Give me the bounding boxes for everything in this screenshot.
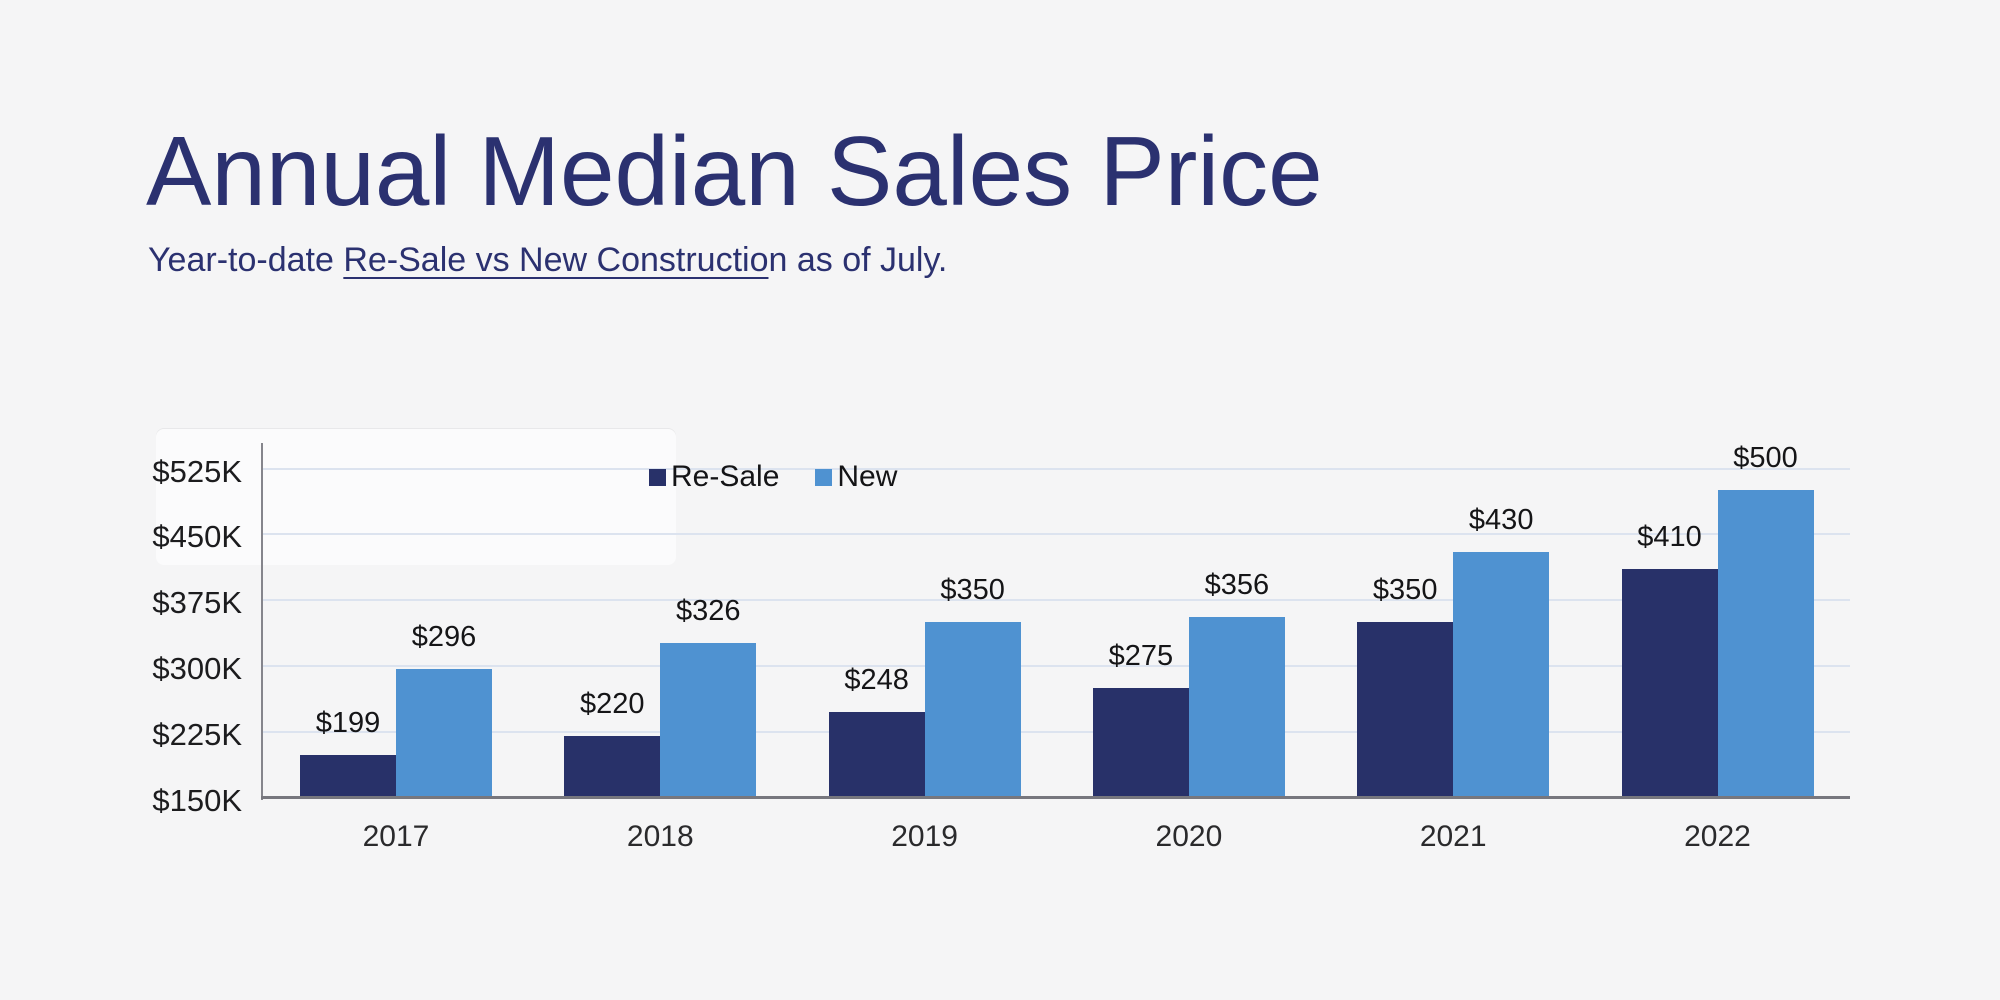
y-axis-tick-525k: $525K: [152, 453, 242, 489]
gridline-375k: [262, 599, 1850, 602]
bar-new-2020: [1188, 616, 1285, 798]
legend-item-re-sale: Re-Sale: [649, 460, 779, 494]
bar-resale-2018: [564, 736, 661, 798]
page-title: Annual Median Sales Price: [146, 116, 1323, 226]
page-subtitle: Year-to-date Re-Sale vs New Construction…: [148, 240, 947, 281]
y-axis-tick-375k: $375K: [152, 585, 242, 621]
x-axis-tick-2022: 2022: [1684, 820, 1751, 853]
bar-label-new-2022: $500: [1733, 442, 1798, 475]
bar-label-resale-2021: $350: [1372, 574, 1438, 607]
subtitle-prefix: Year-to-date: [148, 241, 344, 279]
x-axis-tick-2021: 2021: [1419, 820, 1487, 853]
bar-label-new-2017: $296: [411, 621, 477, 654]
chart-legend: Re-Sale New: [649, 460, 897, 494]
legend-swatch-re-sale: [649, 468, 666, 486]
bar-label-resale-2022: $410: [1637, 521, 1702, 554]
legend-label-re-sale: Re-Sale: [671, 460, 780, 493]
bar-new-2017: [396, 669, 492, 798]
x-axis-tick-2020: 2020: [1155, 820, 1223, 853]
x-axis-line: [261, 796, 1850, 799]
subtitle-suffix: n as of July.: [768, 241, 948, 279]
bar-label-resale-2020: $275: [1108, 639, 1174, 672]
bar-resale-2019: [828, 711, 925, 798]
legend-label-new: New: [837, 460, 898, 493]
bar-label-resale-2017: $199: [315, 706, 381, 739]
bar-label-resale-2019: $248: [844, 663, 909, 696]
gridline-225k: [262, 730, 1850, 733]
bar-label-new-2020: $356: [1204, 568, 1270, 601]
gridline-300k: [262, 664, 1850, 667]
y-axis-tick-300k: $300K: [152, 650, 242, 686]
bar-new-2022: [1717, 490, 1814, 798]
x-axis-tick-2019: 2019: [891, 820, 958, 853]
bar-resale-2017: [300, 754, 396, 798]
bar-resale-2022: [1621, 569, 1718, 798]
x-axis-tick-2018: 2018: [626, 820, 694, 853]
legend-swatch-new: [815, 468, 833, 486]
bar-resale-2021: [1357, 622, 1454, 798]
bar-label-resale-2018: $220: [580, 688, 645, 721]
bar-label-new-2018: $326: [676, 595, 741, 628]
bar-label-new-2021: $430: [1468, 503, 1534, 536]
bar-new-2018: [660, 643, 757, 798]
y-axis-line: [261, 443, 263, 800]
bar-resale-2020: [1092, 687, 1189, 798]
x-axis-tick-2017: 2017: [362, 820, 430, 853]
bar-new-2019: [924, 622, 1021, 798]
bar-new-2021: [1453, 551, 1550, 798]
legend-item-new: New: [815, 460, 897, 494]
highlight-panel: [156, 429, 676, 565]
y-axis-tick-150k: $150K: [152, 782, 242, 818]
subtitle-underlined-text: Re-Sale vs New Constructio: [343, 241, 769, 279]
y-axis-tick-225k: $225K: [152, 716, 242, 752]
y-axis-tick-450k: $450K: [152, 519, 242, 555]
bar-label-new-2019: $350: [940, 574, 1005, 607]
gridline-450k: [262, 533, 1850, 536]
gridline-525k: [262, 467, 1850, 470]
